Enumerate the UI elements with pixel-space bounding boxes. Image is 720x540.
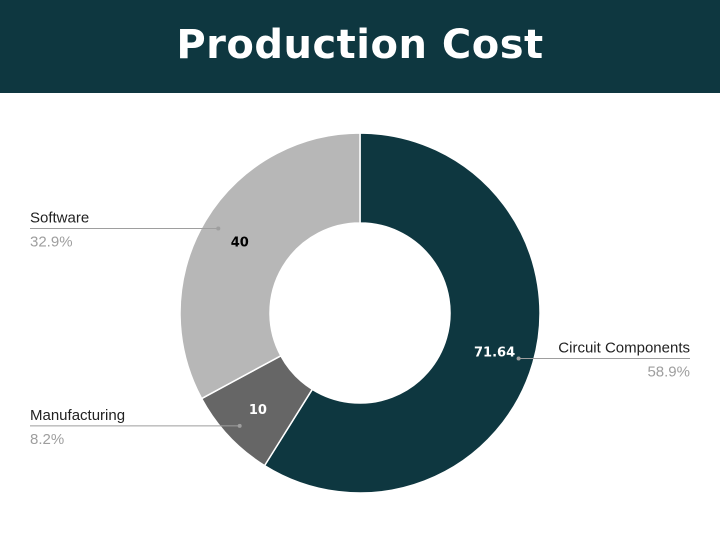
slice-value-label-circuit-components: 71.64: [474, 346, 515, 361]
slice-circuit-components: [263, 132, 541, 494]
leader-dot-circuit-components: [516, 356, 521, 361]
page-title: Production Cost: [176, 21, 544, 68]
legend-name-circuit-components: Circuit Components: [558, 340, 690, 357]
leader-dot-manufacturing: [237, 423, 242, 428]
legend-name-manufacturing: Manufacturing: [30, 407, 125, 424]
legend-percent-circuit-components: 58.9%: [647, 364, 690, 381]
legend-name-software: Software: [30, 209, 89, 226]
legend-percent-manufacturing: 8.2%: [30, 431, 64, 448]
donut-chart: 71.64 Circuit Components 58.9% 10 Manufactur…: [0, 93, 720, 540]
slice-software: [179, 132, 361, 400]
slice-value-label-software: 40: [231, 235, 249, 250]
leader-dot-software: [216, 226, 221, 231]
donut-chart-svg: 71.64 Circuit Components 58.9% 10 Manufactur…: [30, 132, 690, 494]
slice-value-label-manufacturing: 10: [249, 403, 267, 418]
legend-percent-software: 32.9%: [30, 233, 73, 250]
header-bar: Production Cost: [0, 0, 720, 93]
